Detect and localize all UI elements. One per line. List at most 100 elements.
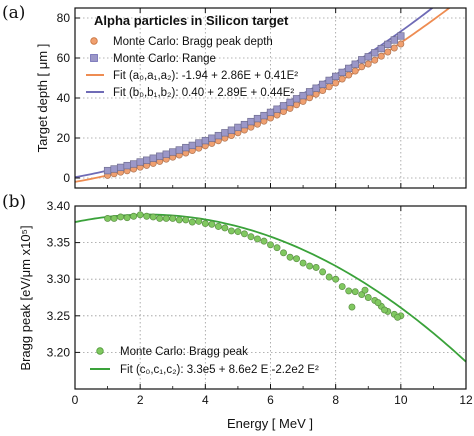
panel-a-series-0-point [332,79,340,87]
panel-b-x-axis-title: Energy [ MeV ] [227,416,313,431]
panel-a-y-axis-title: Target depth [ μm ] [35,44,50,153]
panel-a-series-1-point [208,134,216,142]
panel-b-series-0-point [149,213,157,221]
panel-a-series-1-point [234,123,242,132]
panel-b-y-tick-label: 3.35 [47,236,71,250]
panel-b-fit-line-1 [75,213,466,363]
panel-a-series-1-point [214,131,223,140]
panel-b-series-0-point [123,214,131,222]
panel-a-data-points [103,32,405,179]
panel-b-series-0-point [234,228,242,236]
panel-a-series-1-point [162,150,170,158]
panel-b-series-0-point [188,218,196,226]
panel-a-legend: Alpha particles in Silicon target Monte … [86,13,298,99]
panel-b-y-tick-label: 3.20 [47,345,71,359]
panel-a-series-1-point [279,102,288,110]
panel-b-series-0-point [280,249,287,257]
panel-a-axis-ticks: 0 20 40 60 80 [57,8,467,188]
legend-label-bragg-peak-depth: Monte Carlo: Bragg peak depth [113,36,273,48]
panel-b-series-0-point [208,220,216,228]
panel-a-series-1-point [390,36,398,44]
panel-a-series-1-point [169,148,177,156]
panel-b-series-0-point [273,244,281,252]
panel-b-series-0-point [221,224,229,232]
panel-a-series-1-point [325,76,333,85]
panel-b-series-0-point [169,214,177,222]
panel-a-series-1-point [364,53,372,61]
panel-a-series-1-point [384,40,392,49]
panel-a-series-1-point [266,108,275,117]
panel-a-series-1-point [201,136,209,145]
panel-b-series-0-point [175,216,183,224]
panel-a-series-0-point [377,52,385,60]
panel-b-series-0-point [351,288,359,296]
legend-label-fit-b: Fit (b₀,b₁,b₂): 0.40 + 2.89E + 0.44E² [113,87,294,99]
panel-b-x-tick-label: 4 [202,393,209,407]
panel-b-series-0-point [110,214,118,222]
legend-marker-bragg-peak-depth [90,37,98,45]
panel-a-series-1-point [299,91,307,100]
panel-b-series-0-point [104,214,112,222]
panel-a-series-0-point [338,75,346,83]
panel-b-series-0-point [338,283,346,290]
legend-marker-range [90,54,98,62]
panel-b-series-0-point [306,262,314,270]
panel-b-series-0-point [254,235,261,243]
panel-b-series-0-point [345,287,353,295]
panel-b-series-0-point [182,216,190,224]
panel-a-series-1-point [253,114,262,123]
panel-a-series-0-point [319,87,327,95]
panel-a-series-1-point [273,105,281,113]
panel-a-series-1-point [377,44,385,53]
panel-b-series-0-point [240,230,248,238]
panel-a-series-1-point [338,68,346,77]
panel-b-y-axis-title: Bragg peak [eV/μm x10⁵] [18,225,33,370]
panel-b-fit-lines [75,213,466,363]
panel-b-data-points [104,211,405,321]
panel-a-series-0-point [286,104,294,112]
panel-a-series-1-point [312,84,320,92]
legend-label-bragg-peak: Monte Carlo: Bragg peak [120,346,248,358]
panel-a-series-0-point [371,56,379,64]
panel-a-series-1-point [123,161,131,170]
panel-a-series-0-point [325,83,333,91]
panel-b: (b) 0 2 4 6 8 10 12 3.20 3.25 3.30 3.35 3.40 Bragg … [2,192,473,431]
panel-a-series-0-point [384,48,392,56]
panel-b-x-tick-label: 10 [394,393,408,407]
panel-b-x-tick-label: 2 [137,393,144,407]
panel-b-series-0-point [332,275,340,283]
panel-a-series-1-point [286,98,294,107]
legend-label-range: Monte Carlo: Range [113,53,216,65]
panel-a-series-0-point [397,40,405,48]
panel-a-series-1-point [358,56,366,64]
panel-b-axis-ticks: 0 2 4 6 8 10 12 3.20 3.25 3.30 3.35 3.40 [47,199,473,407]
panel-a-series-1-point [351,60,359,68]
panel-a-series-1-point [136,158,144,166]
panel-b-series-0-point [325,273,333,281]
panel-b-series-0-point [130,212,138,220]
panel-b-y-tick-label: 3.40 [47,199,71,213]
panel-a-series-1-point [182,143,190,152]
panel-a-series-1-point [103,166,112,175]
panel-a: (a) 0 20 40 60 80 Target depth [ μm ] Alpha … [2,3,467,189]
panel-b-series-0-point [364,294,372,301]
panel-a-gridlines [75,8,466,188]
panel-b-series-0-point [214,223,222,230]
panel-a-series-0-point [358,63,366,71]
panel-a-series-1-point [240,120,249,129]
panel-b-series-0-point [361,286,369,294]
panel-b-letter: (b) [2,192,26,212]
panel-b-y-tick-label: 3.30 [47,272,71,286]
panel-a-series-1-point [175,146,183,154]
panel-a-series-0-point [390,44,398,52]
panel-a-series-1-point [332,72,340,81]
panel-b-x-tick-label: 6 [267,393,274,407]
panel-b-series-0-point [136,211,144,219]
panel-a-series-0-point [306,94,314,102]
panel-b-y-tick-label: 3.25 [47,309,71,323]
legend-label-fit-a: Fit (a₀,a₁,a₂): -1.94 + 2.86E + 0.41E² [113,70,298,82]
panel-b-series-0-point [260,237,268,245]
panel-a-series-1-point [345,64,353,73]
panel-a-y-tick-label: 0 [63,171,70,185]
panel-a-series-1-point [371,49,379,57]
